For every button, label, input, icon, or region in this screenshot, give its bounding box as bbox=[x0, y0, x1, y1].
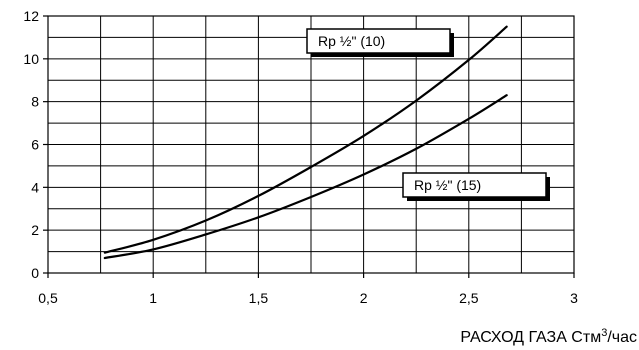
series-label-15-text: Rp ½" (15) bbox=[414, 177, 481, 193]
y-tick-label: 4 bbox=[31, 179, 39, 195]
y-tick-label: 2 bbox=[31, 222, 39, 238]
x-axis-label-prefix: РАСХОД ГАЗА Стм bbox=[460, 329, 601, 346]
x-tick-label: 0,5 bbox=[38, 290, 58, 306]
x-tick-label: 1,5 bbox=[249, 290, 269, 306]
x-tick-label: 2,5 bbox=[459, 290, 479, 306]
y-tick-label: 12 bbox=[23, 8, 39, 24]
x-tick-label: 3 bbox=[570, 290, 578, 306]
series-line-10 bbox=[103, 25, 508, 254]
tick-labels: 0 2 4 6 8 10 12 0,5 1 1,5 2 2,5 3 bbox=[23, 8, 578, 306]
y-tick-label: 10 bbox=[23, 51, 39, 67]
y-tick-label: 6 bbox=[31, 137, 39, 153]
x-axis-label-suffix: /час bbox=[607, 329, 637, 346]
series-label-10: Rp ½" (10) bbox=[306, 28, 454, 57]
series-label-10-box bbox=[306, 28, 451, 54]
series-label-15: Rp ½" (15) bbox=[402, 172, 550, 201]
x-axis-label-superscript: 3 bbox=[601, 327, 607, 339]
series-label-15-box bbox=[402, 172, 547, 198]
x-tick-label: 2 bbox=[360, 290, 368, 306]
x-axis-label: РАСХОД ГАЗА Стм3/час bbox=[460, 327, 637, 346]
series-line-15 bbox=[103, 94, 508, 260]
y-tick-label: 8 bbox=[31, 94, 39, 110]
axes bbox=[43, 15, 575, 278]
series-label-10-text: Rp ½" (10) bbox=[318, 33, 385, 49]
y-tick-label: 0 bbox=[31, 265, 39, 281]
series-lines bbox=[103, 25, 508, 260]
x-tick-label: 1 bbox=[149, 290, 157, 306]
